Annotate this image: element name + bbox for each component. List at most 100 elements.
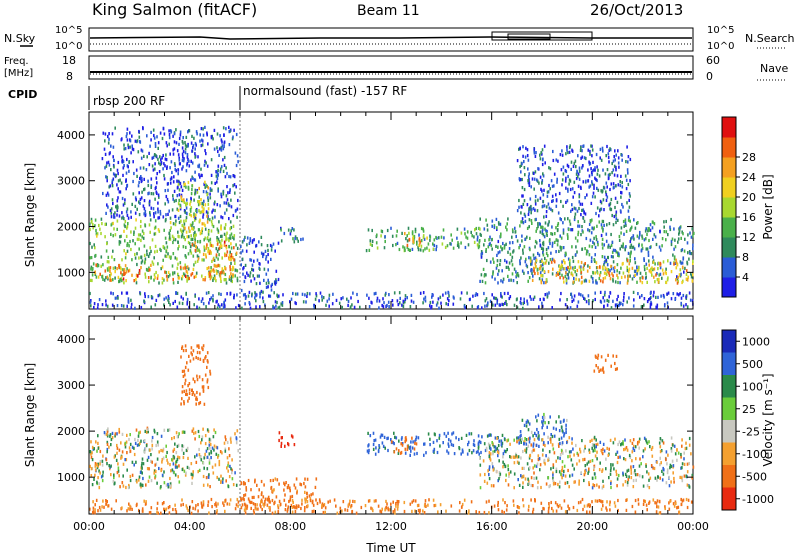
- echo-cell: [689, 298, 692, 302]
- echo-cell: [129, 507, 131, 511]
- echo-cell: [458, 245, 460, 249]
- echo-cell: [116, 227, 118, 231]
- echo-cell: [210, 220, 213, 224]
- echo-cell: [551, 199, 553, 203]
- echo-cell: [190, 273, 192, 277]
- echo-cell: [230, 246, 233, 250]
- echo-cell: [216, 238, 218, 242]
- colorbar-tick-label: 16: [742, 211, 756, 224]
- echo-cell: [193, 136, 195, 140]
- echo-cell: [541, 438, 544, 442]
- echo-cell: [233, 258, 235, 262]
- echo-cell: [186, 265, 189, 269]
- echo-cell: [191, 184, 193, 188]
- echo-cell: [659, 248, 662, 252]
- echo-cell: [289, 300, 291, 304]
- echo-cell: [646, 280, 648, 284]
- echo-cell: [556, 180, 558, 184]
- echo-cell: [604, 266, 607, 270]
- echo-cell: [140, 261, 143, 265]
- echo-cell: [134, 204, 137, 208]
- echo-cell: [126, 509, 128, 513]
- echo-cell: [439, 444, 441, 448]
- echo-cell: [537, 167, 539, 171]
- echo-cell: [610, 463, 612, 467]
- echo-cell: [230, 440, 232, 444]
- echo-cell: [139, 441, 141, 445]
- echo-cell: [584, 469, 586, 473]
- echo-cell: [204, 203, 207, 207]
- echo-cell: [274, 249, 276, 253]
- echo-cell: [523, 440, 526, 444]
- echo-cell: [230, 257, 233, 261]
- echo-cell: [516, 440, 518, 444]
- echo-cell: [212, 277, 215, 281]
- echo-cell: [485, 249, 487, 253]
- echo-cell: [484, 281, 487, 285]
- echo-cell: [136, 207, 138, 211]
- echo-cell: [658, 277, 660, 281]
- echo-cell: [216, 203, 219, 207]
- echo-cell: [245, 488, 248, 492]
- echo-cell: [293, 483, 296, 487]
- echo-cell: [296, 491, 298, 495]
- echo-cell: [576, 250, 578, 254]
- echo-cell: [521, 194, 523, 198]
- echo-cell: [144, 294, 146, 299]
- echo-cell: [278, 482, 280, 486]
- echo-cell: [608, 271, 610, 275]
- echo-cell: [599, 265, 601, 269]
- echo-cell: [583, 156, 586, 160]
- echo-cell: [287, 443, 290, 447]
- echo-cell: [169, 181, 172, 185]
- echo-cell: [283, 498, 286, 502]
- echo-cell: [107, 255, 110, 259]
- echo-cell: [190, 346, 193, 350]
- echo-cell: [135, 503, 138, 508]
- echo-cell: [445, 302, 447, 306]
- echo-cell: [385, 304, 387, 308]
- echo-cell: [668, 501, 670, 505]
- echo-cell: [528, 437, 530, 441]
- echo-cell: [479, 227, 481, 231]
- echo-cell: [97, 446, 100, 450]
- echo-cell: [629, 239, 632, 244]
- echo-cell: [614, 265, 616, 270]
- echo-cell: [159, 209, 162, 214]
- echo-cell: [172, 194, 174, 198]
- echo-cell: [430, 306, 432, 310]
- echo-cell: [536, 209, 539, 213]
- echo-cell: [452, 246, 455, 250]
- echo-cell: [215, 511, 218, 515]
- echo-cell: [650, 300, 652, 304]
- echo-cell: [548, 183, 550, 188]
- echo-cell: [572, 164, 575, 168]
- echo-cell: [489, 458, 492, 462]
- echo-cell: [466, 452, 469, 456]
- echo-cell: [174, 167, 177, 171]
- echo-cell: [229, 188, 231, 192]
- echo-cell: [603, 208, 605, 212]
- echo-cell: [583, 211, 585, 215]
- echo-cell: [645, 271, 647, 276]
- echo-cell: [606, 195, 609, 199]
- echo-cell: [276, 293, 278, 297]
- echo-cell: [169, 152, 171, 156]
- echo-cell: [115, 173, 117, 178]
- echo-cell: [590, 167, 592, 171]
- echo-cell: [609, 472, 612, 476]
- echo-cell: [503, 462, 506, 467]
- echo-cell: [134, 211, 137, 215]
- echo-cell: [123, 217, 125, 221]
- echo-cell: [188, 396, 190, 400]
- echo-cell: [538, 434, 540, 438]
- echo-cell: [626, 300, 628, 304]
- echo-cell: [608, 273, 611, 277]
- echo-cell: [133, 279, 135, 283]
- echo-cell: [580, 260, 583, 265]
- echo-cell: [537, 431, 540, 435]
- echo-cell: [250, 488, 252, 492]
- echo-cell: [497, 251, 500, 255]
- echo-cell: [120, 271, 122, 275]
- echo-cell: [490, 433, 492, 437]
